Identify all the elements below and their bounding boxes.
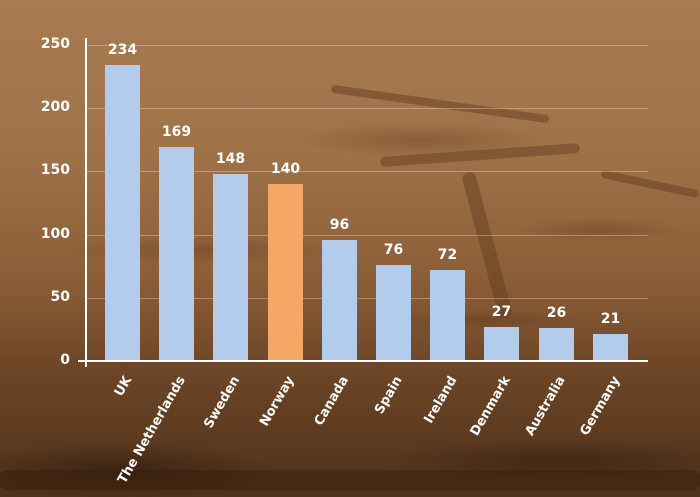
gridline: [87, 45, 648, 46]
bar-value-label: 26: [546, 305, 567, 321]
background-crack: [0, 470, 700, 490]
bar-canada: [322, 240, 357, 361]
bar-spain: [376, 265, 411, 361]
x-category-label: Norway: [257, 373, 298, 429]
bar-value-label: 76: [383, 242, 404, 258]
gridline: [87, 235, 648, 236]
x-category-label: Ireland: [421, 373, 460, 427]
y-axis-line: [85, 38, 87, 367]
bar-australia: [539, 328, 574, 361]
x-category-label: Spain: [372, 373, 406, 417]
x-category-label: Canada: [311, 373, 352, 429]
bar-germany: [593, 334, 628, 361]
x-category-label: Sweden: [201, 373, 243, 432]
x-category-label: Denmark: [467, 373, 514, 439]
bar-the-netherlands: [159, 147, 194, 361]
x-axis-line: [78, 360, 648, 362]
bar-value-label: 21: [600, 311, 621, 327]
x-category-label: UK: [111, 373, 135, 400]
y-tick-label: 150: [40, 162, 70, 178]
bar-uk: [105, 65, 140, 361]
bar-sweden: [213, 174, 248, 361]
x-category-label: Australia: [522, 373, 569, 439]
bar-value-label: 27: [491, 304, 512, 320]
bar-value-label: 96: [329, 217, 350, 233]
y-tick-label: 250: [40, 36, 70, 52]
gridline: [87, 171, 648, 172]
gridline: [87, 108, 648, 109]
y-tick-label: 100: [40, 226, 70, 242]
bar-ireland: [430, 270, 465, 361]
bar-norway: [268, 184, 303, 361]
y-tick-label: 0: [60, 352, 70, 368]
bar-value-label: 148: [215, 151, 246, 167]
y-tick-label: 50: [50, 289, 70, 305]
bar-value-label: 140: [270, 161, 301, 177]
x-category-label: Germany: [577, 373, 623, 439]
y-tick-label: 200: [40, 99, 70, 115]
bar-value-label: 234: [107, 42, 138, 58]
gridline: [87, 298, 648, 299]
bar-denmark: [484, 327, 519, 361]
bar-value-label: 72: [437, 247, 458, 263]
bar-value-label: 169: [161, 124, 192, 140]
